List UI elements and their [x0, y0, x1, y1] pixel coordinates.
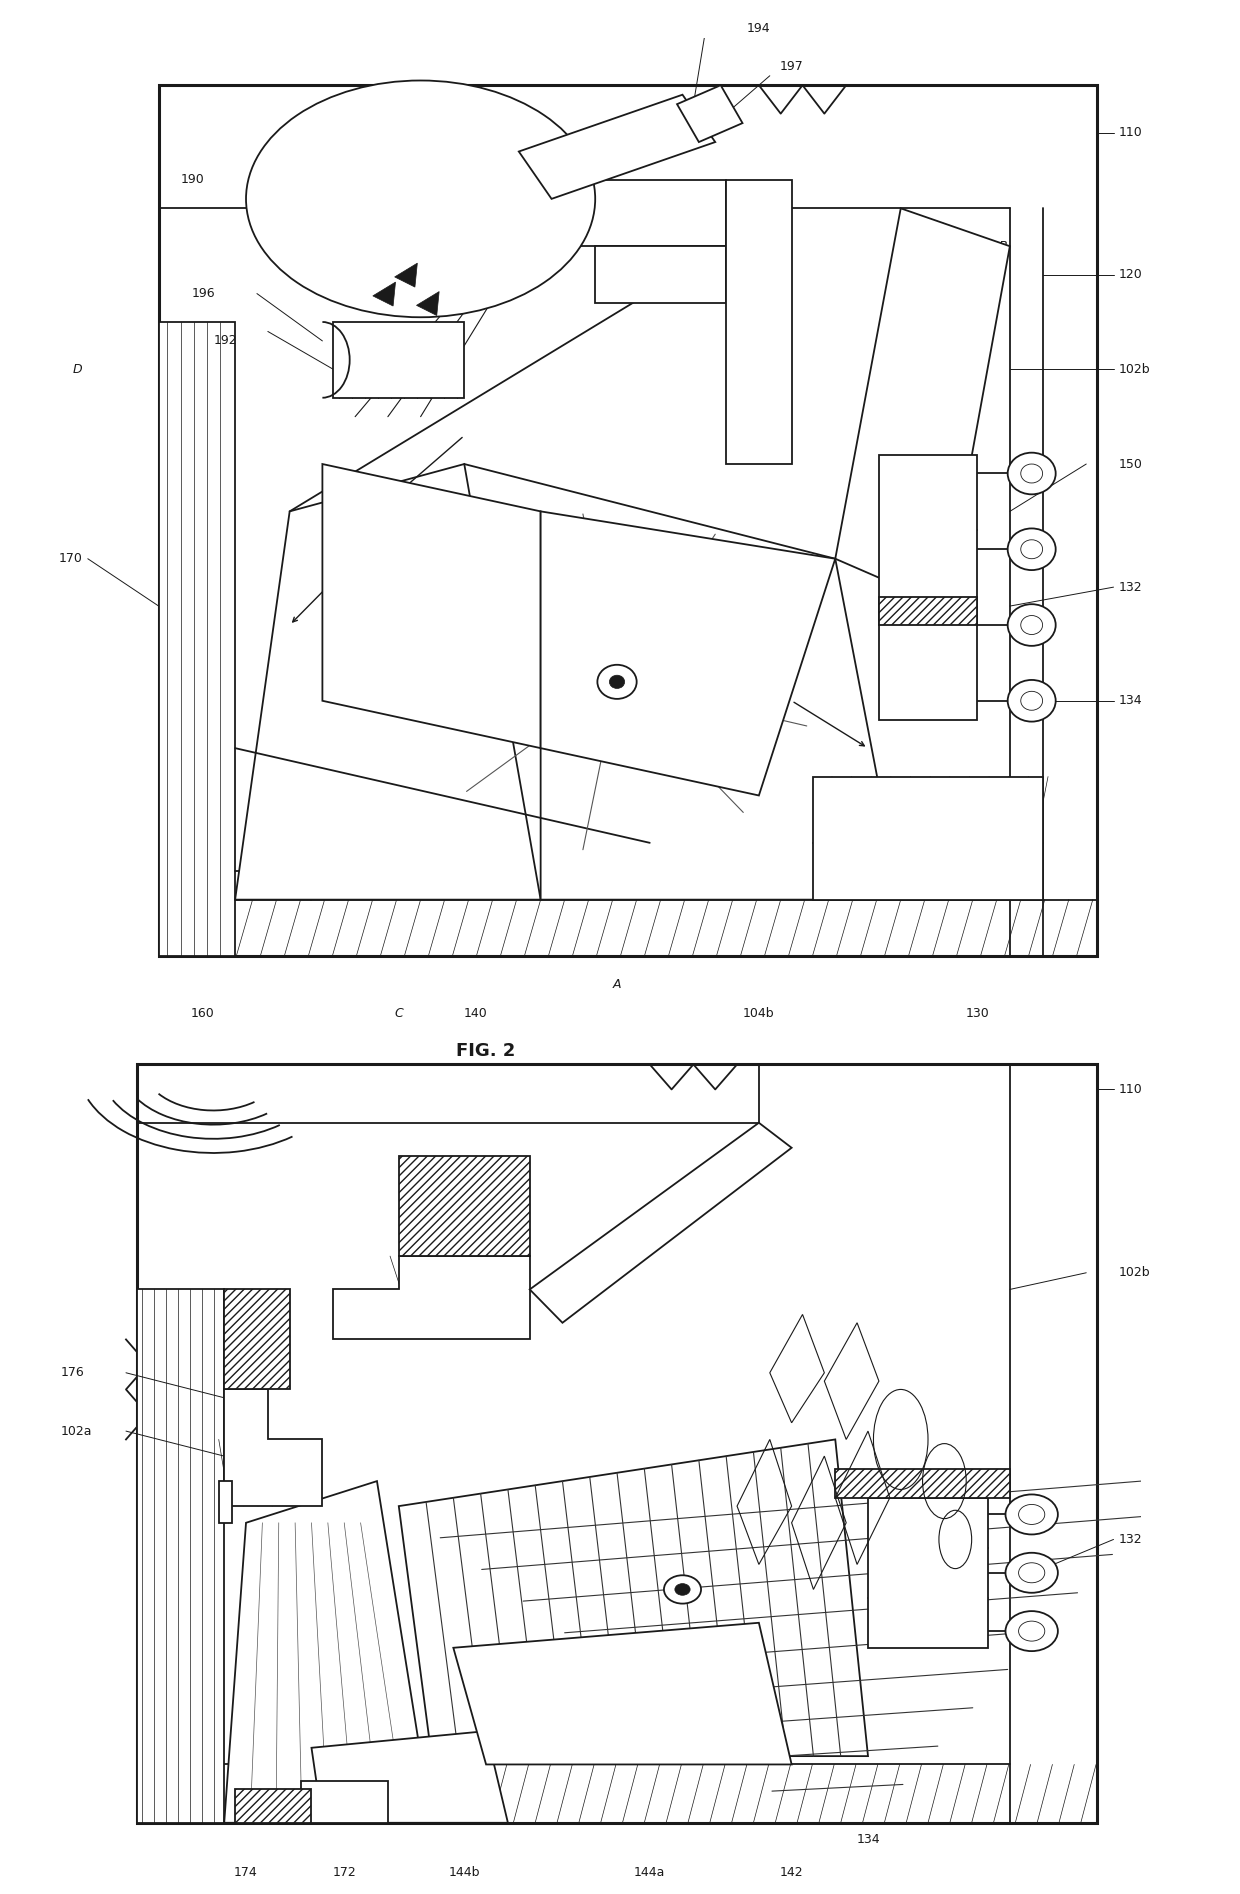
Circle shape	[1008, 604, 1055, 646]
Text: 190: 190	[181, 174, 205, 186]
Text: 196: 196	[191, 288, 215, 299]
Polygon shape	[399, 1439, 868, 1756]
Text: 170: 170	[58, 553, 82, 564]
Circle shape	[1018, 1621, 1045, 1640]
Bar	[300, 1780, 388, 1822]
Text: 144b: 144b	[449, 1866, 480, 1879]
Text: 134: 134	[1118, 695, 1142, 706]
Polygon shape	[311, 1731, 508, 1822]
Circle shape	[609, 676, 625, 689]
Polygon shape	[322, 464, 541, 748]
Circle shape	[1021, 691, 1043, 710]
Bar	[236, 1790, 311, 1822]
Text: 102b: 102b	[1118, 364, 1151, 375]
Polygon shape	[136, 1290, 224, 1822]
Polygon shape	[373, 282, 396, 307]
Polygon shape	[813, 777, 1043, 900]
Text: 130: 130	[965, 1008, 990, 1019]
Text: D: D	[73, 364, 82, 375]
Text: 197: 197	[780, 61, 804, 72]
Text: 102b: 102b	[1118, 1267, 1151, 1278]
Text: 192: 192	[213, 335, 237, 347]
Polygon shape	[677, 85, 743, 142]
Text: 102a: 102a	[61, 1424, 92, 1438]
Polygon shape	[399, 1155, 529, 1256]
Text: 110: 110	[1118, 127, 1143, 138]
Circle shape	[1006, 1494, 1058, 1534]
Polygon shape	[236, 464, 541, 900]
Text: 176: 176	[61, 1366, 84, 1379]
Polygon shape	[541, 559, 900, 900]
Bar	[836, 1468, 1009, 1498]
Polygon shape	[518, 95, 715, 199]
Circle shape	[1018, 1563, 1045, 1583]
Circle shape	[675, 1583, 691, 1595]
Polygon shape	[529, 1123, 791, 1322]
Circle shape	[663, 1576, 701, 1604]
Circle shape	[1006, 1612, 1058, 1652]
Circle shape	[1021, 464, 1043, 483]
Polygon shape	[454, 1623, 791, 1765]
Text: 120: 120	[1118, 269, 1143, 280]
Text: 160: 160	[191, 1008, 215, 1019]
Polygon shape	[334, 1256, 529, 1339]
Polygon shape	[486, 180, 727, 246]
Polygon shape	[224, 1390, 322, 1506]
Polygon shape	[159, 322, 236, 956]
Circle shape	[1021, 616, 1043, 634]
Bar	[218, 1481, 232, 1523]
Text: B: B	[999, 241, 1008, 252]
Polygon shape	[394, 263, 418, 288]
Text: 140: 140	[464, 1008, 487, 1019]
Polygon shape	[417, 292, 439, 316]
Bar	[868, 1498, 988, 1648]
Circle shape	[1006, 1553, 1058, 1593]
Text: 104b: 104b	[743, 1008, 775, 1019]
Text: C: C	[394, 1008, 403, 1019]
Polygon shape	[541, 511, 836, 795]
Circle shape	[1018, 1504, 1045, 1525]
Circle shape	[598, 665, 636, 699]
Polygon shape	[836, 208, 1009, 606]
Text: 194: 194	[746, 23, 771, 34]
Text: 150: 150	[1118, 458, 1143, 470]
Text: 174: 174	[234, 1866, 258, 1879]
Text: 110: 110	[1118, 1083, 1143, 1097]
Polygon shape	[334, 322, 464, 398]
Ellipse shape	[246, 80, 595, 316]
Text: 132: 132	[1118, 1532, 1142, 1546]
Text: 144a: 144a	[634, 1866, 666, 1879]
Polygon shape	[224, 1290, 290, 1390]
Circle shape	[1008, 453, 1055, 494]
Bar	[879, 455, 977, 720]
Polygon shape	[727, 180, 791, 464]
Text: FIG. 2: FIG. 2	[456, 1042, 516, 1061]
Text: 142: 142	[780, 1866, 804, 1879]
Polygon shape	[224, 1481, 432, 1822]
Circle shape	[1021, 540, 1043, 559]
Text: 134: 134	[856, 1833, 880, 1847]
Text: A: A	[613, 979, 621, 991]
Text: 132: 132	[1118, 581, 1142, 593]
Polygon shape	[595, 246, 727, 303]
Circle shape	[1008, 680, 1055, 722]
Circle shape	[1008, 528, 1055, 570]
Text: 172: 172	[332, 1866, 356, 1879]
Bar	[879, 597, 977, 625]
